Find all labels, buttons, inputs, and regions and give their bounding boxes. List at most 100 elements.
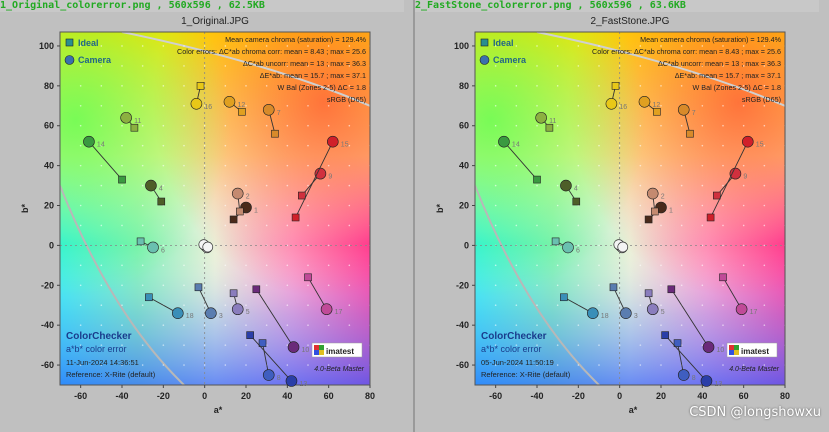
camera-marker — [560, 179, 572, 192]
grid-dot — [265, 144, 268, 147]
grid-dot — [162, 45, 165, 47]
legend-ideal-label: Ideal — [493, 38, 514, 48]
patch-label: 12 — [652, 102, 660, 109]
grid-dot — [79, 85, 82, 87]
grid-dot — [327, 264, 330, 267]
grid-dot — [598, 344, 600, 346]
grid-dot — [660, 364, 662, 366]
patch-11: 11 — [535, 111, 557, 132]
legend-camera-marker — [479, 55, 490, 65]
grid-dot — [722, 164, 724, 167]
grid-dot — [494, 184, 497, 187]
x-tick-label: 80 — [365, 391, 375, 401]
x-tick-label: 0 — [617, 391, 622, 401]
gamut-boundary — [60, 185, 185, 385]
stats-line: Mean camera chroma (saturation) = 129.4% — [225, 35, 366, 44]
grid-dot — [224, 164, 227, 167]
grid-dot — [224, 284, 227, 287]
grid-dot — [660, 124, 662, 127]
grid-dot — [598, 184, 600, 187]
grid-dot — [265, 65, 268, 67]
grid-dot — [515, 304, 518, 307]
grid-dot — [742, 204, 745, 207]
grid-dot — [245, 224, 247, 227]
camera-marker — [587, 307, 599, 320]
grid-dot — [660, 45, 662, 47]
grid-dot — [183, 65, 185, 67]
patch-5: 5 — [644, 289, 665, 316]
patch-15: 15 — [291, 135, 349, 222]
error-vector — [710, 141, 749, 218]
grid-dot — [722, 144, 724, 147]
grid-dot — [536, 284, 538, 287]
grid-dot — [639, 204, 642, 207]
grid-dot — [348, 204, 351, 207]
grid-dot — [100, 104, 103, 107]
patch-label: 4 — [159, 186, 163, 193]
chart-panel-faststone: 2_FastStone_colorerror.png , 560x596 , 6… — [415, 0, 829, 432]
grid-dot — [639, 144, 642, 147]
grid-dot — [183, 164, 185, 167]
ideal-marker — [236, 207, 244, 216]
camera-marker — [231, 303, 244, 316]
grid-dot — [307, 364, 309, 366]
ideal-marker — [304, 273, 312, 282]
patch-15: 15 — [706, 135, 764, 222]
grid-dot — [162, 264, 165, 267]
grid-dot — [742, 65, 745, 67]
grid-dot — [162, 124, 165, 127]
patch-16: 16 — [605, 82, 627, 111]
ideal-marker — [609, 283, 618, 292]
camera-marker — [646, 187, 659, 200]
grid-dot — [494, 204, 497, 207]
grid-dot — [224, 45, 227, 47]
grid-dot — [121, 204, 123, 207]
gamut-boundary — [536, 32, 785, 107]
patch-label: 12 — [237, 102, 245, 109]
grid-dot — [701, 144, 704, 147]
grid-dot — [183, 244, 185, 247]
patch-4: 4 — [145, 179, 166, 206]
camera-marker — [145, 179, 157, 192]
grid-dot — [618, 104, 621, 107]
patch-14: 14 — [83, 135, 126, 184]
grid-dot — [183, 45, 185, 47]
grid-dot — [327, 104, 330, 107]
grid-dot — [577, 344, 580, 346]
grid-dot — [307, 124, 309, 127]
grid-dot — [722, 65, 724, 67]
patch-label: 1 — [669, 208, 673, 215]
grid-dot — [327, 164, 330, 167]
camera-marker — [605, 97, 618, 110]
grid-dot — [598, 164, 600, 167]
grid-dot — [742, 85, 745, 87]
grid-dot — [680, 204, 683, 207]
grid-dot — [121, 144, 123, 147]
grid-dot — [598, 264, 600, 267]
grid-dot — [536, 124, 538, 127]
grid-dot — [162, 144, 165, 147]
x-axis-label: a* — [629, 405, 638, 415]
x-tick-label: 60 — [324, 391, 334, 401]
grid-dot — [79, 184, 82, 187]
grid-dot — [162, 85, 165, 87]
grid-dot — [701, 204, 704, 207]
stats-line: sRGB (D65) — [742, 95, 781, 104]
x-axis-label: a* — [214, 405, 223, 415]
grid-dot — [307, 85, 309, 87]
grid-dot — [515, 45, 518, 47]
stats-line: ΔE*ab: mean = 15.7 ; max = 37.1 — [675, 71, 781, 80]
grid-dot — [701, 164, 704, 167]
grid-dot — [556, 184, 559, 187]
grid-dot — [327, 324, 330, 326]
grid-dot — [286, 65, 289, 67]
grid-dot — [577, 45, 580, 47]
colorchecker-subtitle: a*b* color error — [66, 344, 127, 354]
grid-dot — [224, 324, 227, 326]
grid-dot — [680, 224, 683, 227]
patch-6: 6 — [136, 237, 165, 254]
grid-dot — [224, 144, 227, 147]
grid-dot — [100, 224, 103, 227]
camera-marker — [147, 241, 159, 254]
grid-dot — [286, 224, 289, 227]
